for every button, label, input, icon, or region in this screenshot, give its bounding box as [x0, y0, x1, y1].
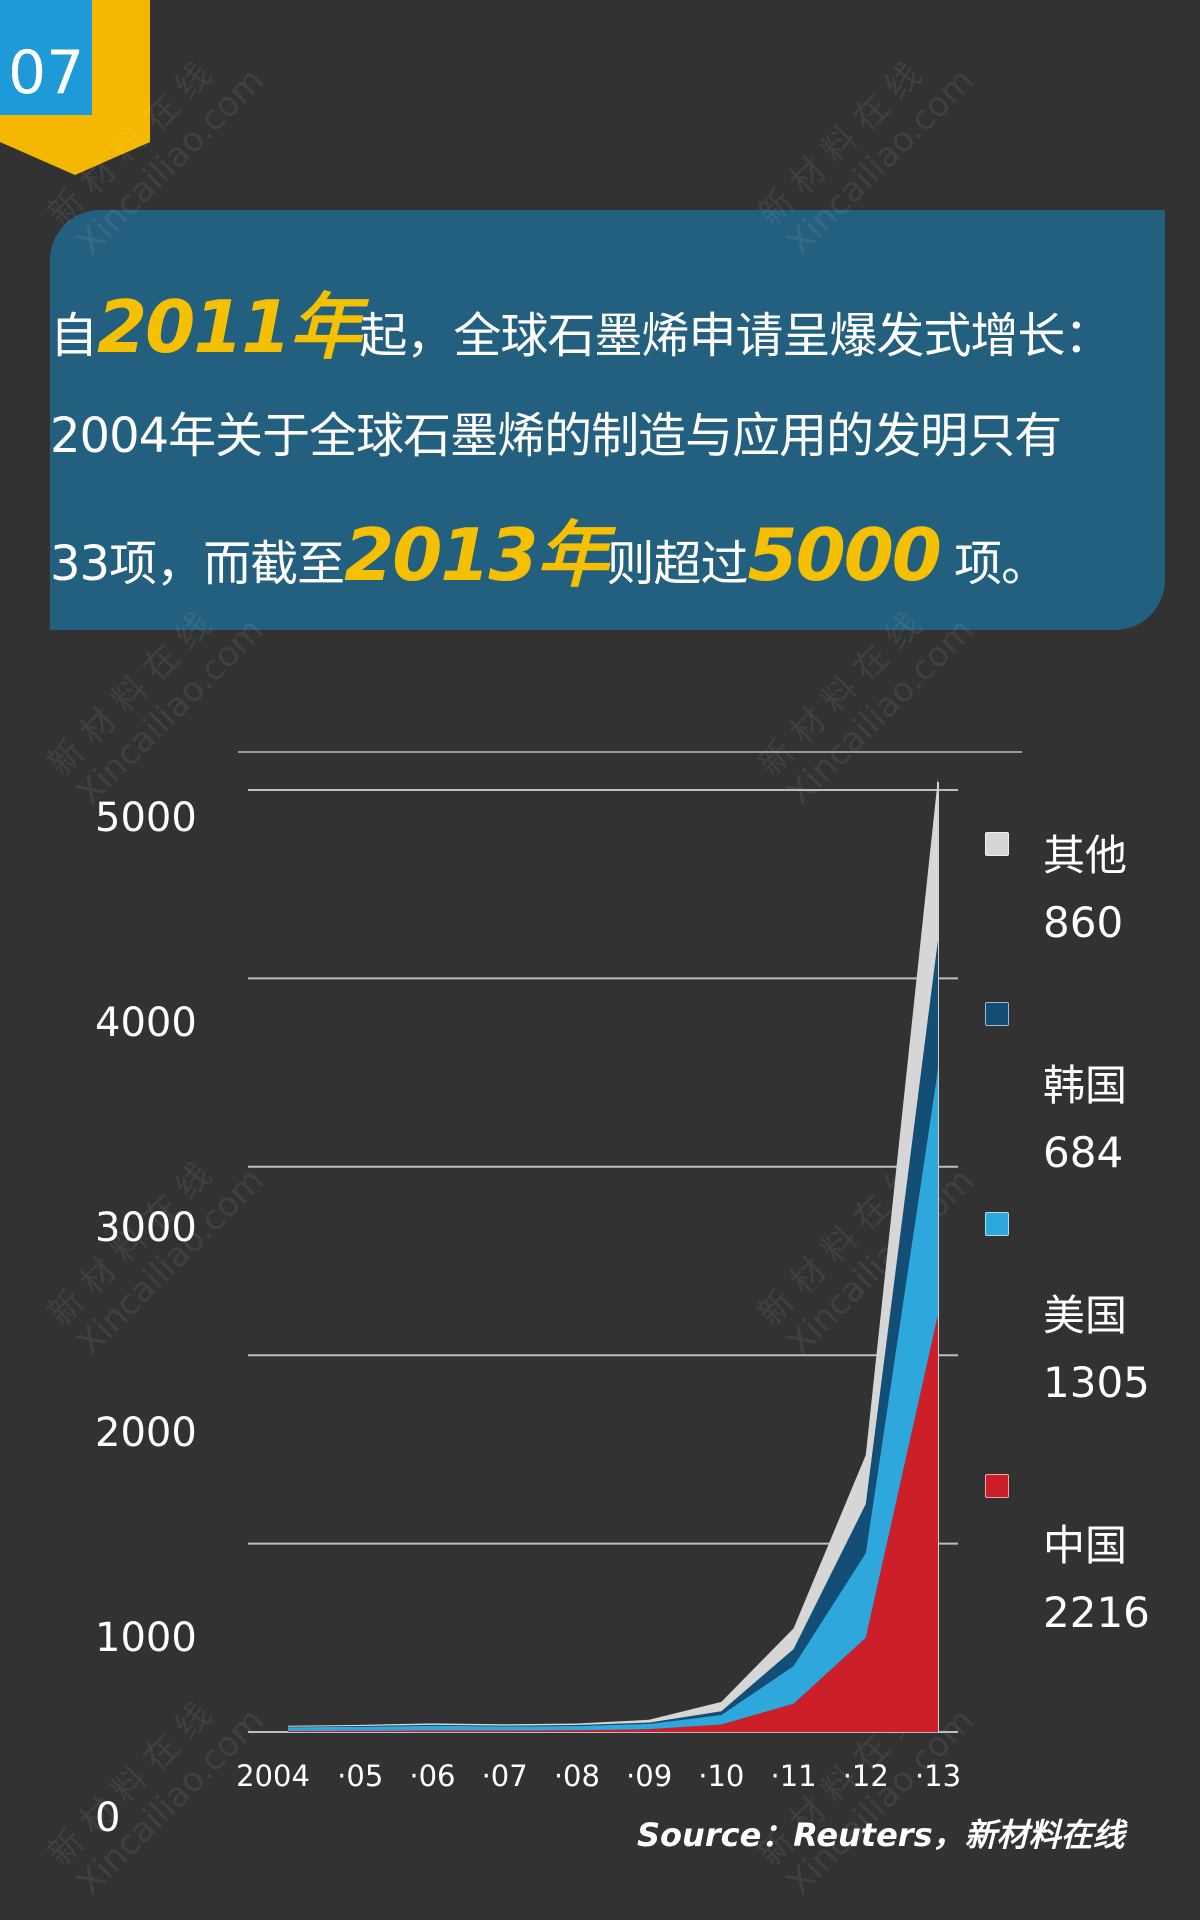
legend-swatch-china	[985, 1474, 1009, 1498]
legend-value-usa: 1305	[1043, 1358, 1150, 1407]
legend-label-china: 中国	[1043, 1521, 1128, 1570]
x-tick-label: ·05	[337, 1759, 383, 1793]
headline-line-3: 33项，而截至2013年则超过5000 项。	[50, 496, 1049, 601]
source-credit: Source：Reuters，新材料在线	[637, 1816, 1125, 1854]
legend-value-korea: 684	[1043, 1128, 1124, 1177]
x-tick-label: ·12	[843, 1759, 889, 1793]
headline-text: 则超过	[606, 536, 749, 592]
headline-text: 项。	[939, 536, 1049, 592]
y-tick-label: 2000	[95, 1410, 197, 1456]
headline-text: 33项，而截至	[50, 536, 345, 592]
headline-highlight-year-2011: 2011年	[97, 285, 361, 369]
usa-area	[288, 1068, 938, 1732]
headline-text: 自	[50, 308, 98, 364]
headline-text: 起，全球石墨烯申请呈爆发式增长：	[359, 308, 1112, 364]
headline-text: 2004年关于全球石墨烯的制造与应用的发明只有	[50, 408, 1062, 464]
legend-value-china: 2216	[1043, 1588, 1150, 1637]
headline-line-2: 2004年关于全球石墨烯的制造与应用的发明只有	[50, 396, 1062, 466]
y-tick-label: 5000	[95, 795, 197, 841]
headline-highlight-year-2013: 2013年	[344, 513, 608, 597]
x-tick-label: ·06	[409, 1759, 455, 1793]
x-tick-label: 2004	[236, 1759, 310, 1793]
legend-label-other: 其他	[1043, 831, 1128, 880]
legend-label-korea: 韩国	[1043, 1061, 1128, 1110]
y-tick-label: 1000	[95, 1615, 197, 1661]
x-tick-label: ·11	[770, 1759, 816, 1793]
legend-swatch-usa	[985, 1212, 1009, 1236]
section-number: 07	[8, 38, 85, 108]
headline-highlight-5000: 5000	[747, 513, 942, 597]
y-tick-label: 3000	[95, 1205, 197, 1251]
x-tick-label: ·07	[482, 1759, 528, 1793]
x-tick-label: ·09	[626, 1759, 672, 1793]
legend-swatch-other	[985, 832, 1009, 856]
section-badge: 07	[0, 0, 150, 175]
badge-shape	[0, 0, 150, 175]
legend-swatch-korea	[985, 1002, 1009, 1026]
legend-value-other: 860	[1043, 898, 1124, 947]
headline-box	[50, 210, 1165, 630]
y-tick-label: 0	[95, 1795, 121, 1841]
china-area	[288, 1314, 938, 1732]
x-tick-label: ·10	[698, 1759, 744, 1793]
x-tick-label: ·13	[915, 1759, 961, 1793]
headline-line-1: 自2011年起，全球石墨烯申请呈爆发式增长：	[50, 268, 1112, 373]
x-tick-label: ·08	[554, 1759, 600, 1793]
legend-label-usa: 美国	[1043, 1291, 1128, 1340]
y-tick-label: 4000	[95, 1000, 197, 1046]
